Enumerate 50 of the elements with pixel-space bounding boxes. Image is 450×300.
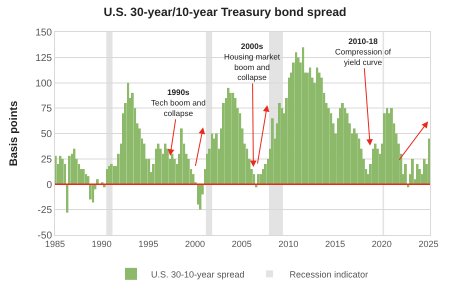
y-tick-label: -50: [38, 230, 52, 242]
annotation: 2000s Housing market boom and collapse: [224, 42, 281, 82]
annotation: 2010-18 Compression of yield curve: [335, 37, 392, 67]
bar: [92, 184, 94, 203]
bar: [271, 118, 274, 184]
legend-label: Recession indicator: [290, 269, 368, 280]
bar: [295, 52, 298, 184]
x-tick-label: 2025: [418, 238, 439, 249]
bar: [316, 68, 318, 184]
bar: [127, 82, 130, 184]
y-tick-label: 150: [35, 28, 52, 38]
x-tick-label: 1990: [92, 238, 112, 249]
x-tick-label: 1995: [138, 238, 158, 249]
bar: [82, 169, 85, 184]
y-tick-label: 50: [40, 129, 52, 140]
x-tick-label: 2020: [372, 238, 392, 249]
y-tick-label: 100: [35, 78, 52, 90]
bar: [411, 158, 414, 184]
chart-title: U.S. 30-year/10-year Treasury bond spread: [104, 4, 346, 19]
annotation: 1990s Tech boom and collapse: [151, 88, 206, 118]
x-tick-label: 1985: [44, 238, 66, 249]
x-tick-label: 2015: [325, 238, 346, 249]
legend-label: U.S. 30-10-year spread: [151, 269, 245, 280]
bar: [386, 108, 388, 184]
y-tick-label: 0: [46, 180, 52, 191]
bar: [215, 134, 218, 184]
bar: [278, 103, 281, 184]
y-tick-label: 25: [40, 154, 52, 166]
bar: [106, 169, 108, 184]
bar: [148, 158, 150, 184]
bar: [110, 164, 113, 184]
y-tick-label: 125: [35, 52, 52, 64]
y-tick-label: 75: [40, 104, 52, 115]
bar: [341, 103, 344, 184]
x-tick-label: 2000: [185, 238, 206, 249]
bar: [257, 174, 260, 184]
bar: [199, 184, 202, 210]
y-tick-label: -25: [38, 205, 52, 216]
bar: [302, 47, 304, 184]
x-tick-label: 2010: [278, 238, 298, 249]
bar: [131, 92, 134, 184]
bar: [404, 164, 407, 184]
bar: [309, 68, 312, 184]
bar: [180, 128, 183, 184]
bar: [211, 134, 214, 184]
bar: [232, 92, 234, 184]
bar: [55, 156, 57, 184]
y-axis-title: Basis points: [8, 100, 20, 166]
bar: [428, 138, 430, 184]
x-tick-label: 2005: [232, 238, 252, 249]
